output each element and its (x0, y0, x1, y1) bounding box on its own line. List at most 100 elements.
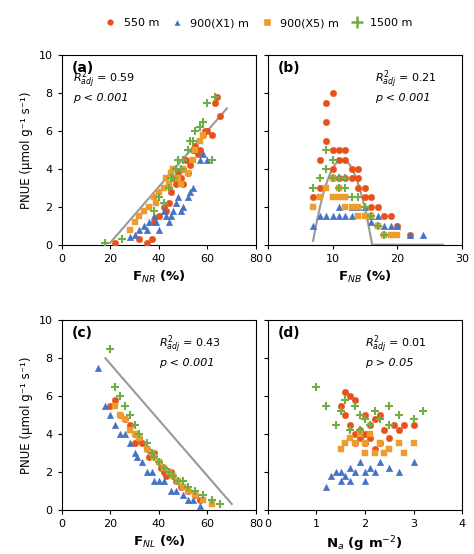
Point (216, 111, 223, 120)
X-axis label: F$_{NB}$ (%): F$_{NB}$ (%) (338, 269, 392, 285)
Point (374, 212, 382, 220)
Point (395, 468, 403, 476)
Point (179, 155, 187, 164)
Point (368, 212, 375, 220)
Point (337, 407, 345, 416)
Point (371, 414, 378, 423)
Point (170, 206, 177, 215)
Point (329, 193, 337, 202)
Point (374, 202, 382, 211)
Point (172, 179, 180, 188)
Point (111, 401, 119, 410)
Text: (b): (b) (277, 61, 300, 75)
Point (395, 425, 403, 434)
Point (184, 168, 192, 177)
Point (342, 193, 349, 202)
Point (335, 193, 343, 202)
Point (310, 221, 317, 230)
Point (199, 130, 206, 139)
Point (335, 155, 343, 164)
Point (332, 468, 339, 476)
Point (316, 212, 323, 220)
Point (356, 429, 364, 438)
Point (146, 452, 153, 461)
Text: p > 0.05: p > 0.05 (365, 358, 413, 368)
Point (366, 433, 374, 442)
Point (361, 212, 369, 220)
Point (381, 212, 388, 220)
Point (419, 231, 427, 240)
Point (316, 174, 323, 183)
Point (361, 477, 369, 486)
Point (196, 496, 204, 505)
Point (177, 483, 184, 491)
Point (160, 183, 167, 192)
Point (155, 187, 163, 196)
Y-axis label: PNUE (μmol g⁻¹ s⁻¹): PNUE (μmol g⁻¹ s⁻¹) (20, 91, 33, 209)
Point (348, 174, 356, 183)
Point (189, 183, 197, 192)
Point (346, 392, 354, 401)
Point (131, 439, 138, 448)
Point (342, 411, 349, 419)
Point (177, 179, 184, 188)
Point (361, 429, 369, 438)
Point (153, 198, 160, 207)
Point (381, 449, 388, 458)
Point (184, 486, 192, 495)
Point (381, 231, 388, 240)
Text: p < 0.001: p < 0.001 (374, 93, 430, 103)
Point (342, 174, 349, 183)
Point (332, 420, 339, 429)
Point (355, 183, 362, 192)
Point (393, 231, 401, 240)
Point (199, 130, 206, 139)
Point (111, 396, 119, 404)
Point (342, 202, 349, 211)
Point (211, 98, 219, 107)
Point (191, 146, 199, 155)
Point (322, 165, 330, 173)
Point (150, 218, 158, 227)
Point (131, 429, 138, 438)
Point (368, 212, 375, 220)
Point (209, 496, 216, 505)
Point (136, 212, 143, 220)
Point (355, 193, 362, 202)
Point (153, 218, 160, 227)
Point (213, 93, 221, 101)
Point (136, 234, 143, 243)
Point (371, 445, 378, 454)
Point (355, 202, 362, 211)
Point (165, 468, 173, 476)
Point (143, 468, 150, 476)
Point (167, 212, 175, 220)
Point (204, 127, 211, 136)
Point (376, 439, 383, 448)
Point (150, 452, 158, 461)
Point (131, 420, 138, 429)
Point (107, 345, 114, 353)
Point (322, 146, 330, 155)
Point (329, 146, 337, 155)
Point (179, 490, 187, 499)
Point (146, 218, 153, 227)
Point (351, 401, 359, 410)
Point (174, 477, 182, 486)
Point (335, 202, 343, 211)
Point (371, 468, 378, 476)
Point (136, 225, 143, 234)
Point (189, 496, 197, 505)
Point (337, 401, 345, 410)
Point (191, 127, 199, 136)
Point (329, 174, 337, 183)
Point (400, 449, 408, 458)
Point (368, 193, 375, 202)
Point (143, 439, 150, 448)
Point (155, 225, 163, 234)
Point (395, 411, 403, 419)
Point (346, 433, 354, 442)
Point (138, 458, 146, 467)
Point (329, 174, 337, 183)
Point (348, 212, 356, 220)
